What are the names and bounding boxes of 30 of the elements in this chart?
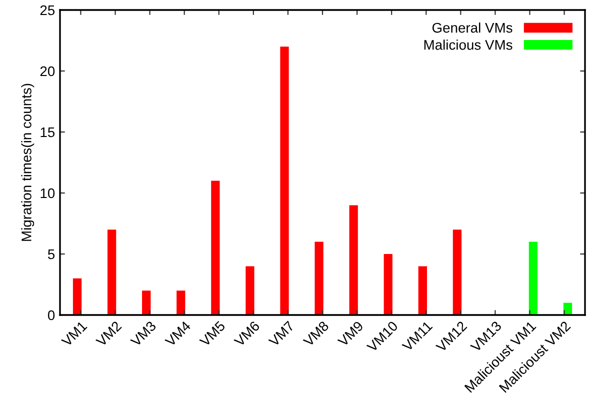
bar (72, 278, 82, 315)
x-tick-label: VM8 (302, 320, 330, 348)
legend-label: General VMs (432, 22, 512, 33)
y-axis-title: Migration times(in counts) (21, 84, 34, 241)
x-tick-label: VM9 (337, 320, 364, 348)
y-tick-label: 0 (48, 310, 55, 320)
legend-label: Malicious VMs (424, 40, 512, 50)
bar (528, 242, 538, 315)
y-tick-label: 10 (40, 188, 55, 198)
bar (452, 230, 462, 315)
x-tick-label: VM4 (164, 320, 192, 348)
bar (418, 266, 427, 315)
bar (246, 266, 254, 315)
y-tick-label: 25 (40, 5, 55, 16)
x-tick-label: VM3 (130, 320, 157, 348)
y-tick-label: 5 (48, 249, 55, 260)
x-tick-label: VM5 (199, 320, 226, 348)
bar (176, 290, 186, 315)
bar (280, 46, 289, 315)
bar (384, 254, 392, 315)
bar (314, 242, 324, 315)
x-tick-label: VM2 (95, 320, 122, 348)
bar (107, 230, 116, 315)
y-tick-label: 20 (40, 66, 55, 76)
bar (142, 290, 151, 315)
bar (349, 205, 358, 315)
x-tick-label: VM1 (60, 320, 88, 348)
bar (211, 180, 220, 315)
x-tick-label: VM6 (234, 320, 260, 348)
y-tick-label: 15 (40, 127, 55, 138)
